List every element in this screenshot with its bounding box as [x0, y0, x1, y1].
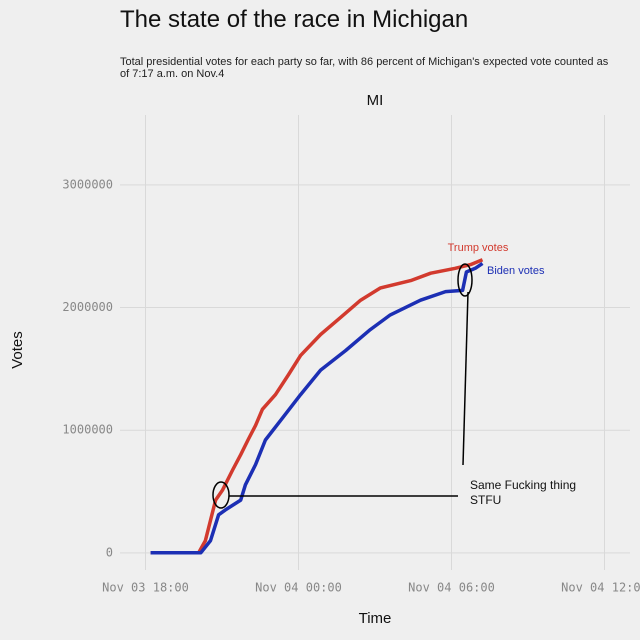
series-label: Trump votes	[448, 242, 509, 254]
x-tick-label: Nov 03 18:00	[102, 581, 189, 595]
subtitle: Total presidential votes for each party …	[120, 56, 609, 80]
grid	[120, 115, 630, 570]
y-tick-label: 0	[106, 545, 113, 559]
title: The state of the race in Michigan	[120, 6, 469, 33]
series-label: Biden votes	[487, 265, 545, 277]
x-axis-label: Time	[359, 610, 392, 627]
x-tick-label: Nov 04 00:00	[255, 581, 342, 595]
y-tick-label: 1000000	[62, 423, 113, 437]
y-axis-label: Votes	[9, 331, 26, 369]
y-tick-label: 3000000	[62, 177, 113, 191]
annotation-text: Same Fucking thing	[470, 478, 576, 492]
annotation-line	[462, 291, 469, 466]
x-tick-label: Nov 04 06:00	[408, 581, 495, 595]
x-tick-label: Nov 04 12:00	[561, 581, 640, 595]
panel-title: MI	[367, 92, 384, 109]
annotation-circle	[212, 481, 230, 509]
annotation-text: STFU	[470, 493, 501, 507]
annotation-circle	[457, 263, 473, 297]
line	[150, 261, 484, 555]
line	[150, 258, 484, 555]
y-tick-label: 2000000	[62, 300, 113, 314]
